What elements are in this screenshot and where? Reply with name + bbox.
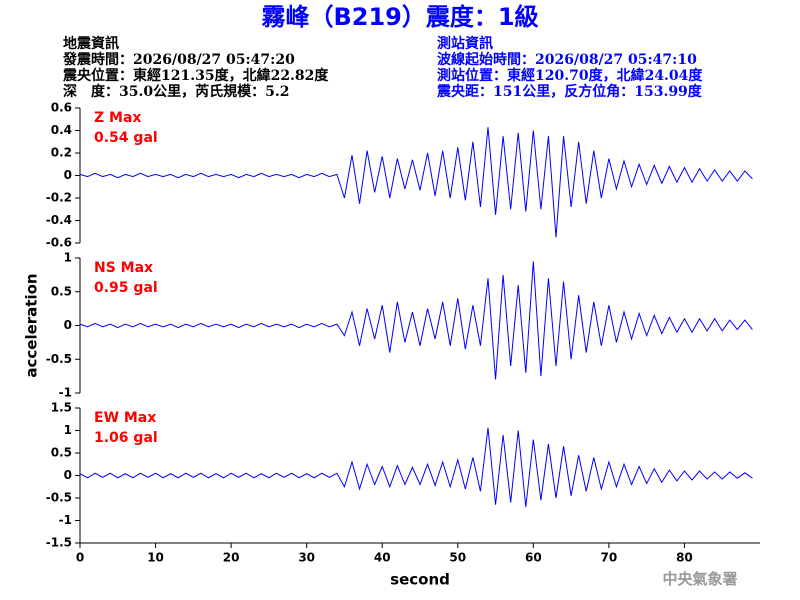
x-tick-label: 40	[374, 551, 391, 565]
info-line: 地震資訊	[63, 35, 119, 52]
y-tick-label: 0	[64, 168, 72, 182]
y-tick-label: 1.5	[51, 401, 72, 415]
y-tick-label: -0.5	[46, 491, 72, 505]
y-axis-label: acceleration	[23, 273, 41, 377]
info-line: 測站位置：東經120.70度，北緯24.04度	[437, 67, 703, 84]
y-tick-label: 0	[64, 318, 72, 332]
waveform	[79, 261, 753, 380]
x-tick-label: 80	[676, 551, 693, 565]
y-tick-label: -1	[59, 386, 72, 400]
y-tick-label: -1	[59, 513, 72, 527]
annotation: EW Max	[94, 410, 156, 426]
y-tick-label: -0.5	[46, 352, 72, 366]
info-line: 震央距：151公里，反方位角：153.99度	[436, 83, 703, 100]
x-tick-label: 10	[147, 551, 164, 565]
info-line: 深 度：35.0公里，芮氏規模：5.2	[63, 83, 289, 100]
waveform	[79, 427, 753, 508]
info-line: 震央位置：東經121.35度，北緯22.82度	[62, 67, 329, 84]
x-tick-label: 30	[298, 551, 315, 565]
y-tick-label: -1.5	[46, 536, 72, 550]
watermark: 中央氣象署	[662, 570, 737, 588]
x-tick-label: 20	[223, 551, 240, 565]
y-tick-label: 0.5	[51, 446, 72, 460]
chart-title: 霧峰（B219）震度：1級	[261, 3, 538, 31]
x-tick-label: 60	[525, 551, 542, 565]
info-line: 測站資訊	[437, 35, 493, 52]
annotation: Z Max	[94, 110, 141, 126]
y-tick-label: -0.4	[46, 213, 72, 227]
y-tick-label: 0.4	[51, 123, 72, 137]
y-tick-label: 0.2	[51, 146, 72, 160]
info-line: 發震時間：2026/08/27 05:47:20	[62, 51, 295, 68]
annotation: 0.95 gal	[94, 280, 158, 296]
x-tick-label: 0	[76, 551, 84, 565]
annotation: 1.06 gal	[94, 430, 158, 446]
y-tick-label: -0.2	[46, 191, 72, 205]
x-axis-label: second	[390, 571, 450, 589]
annotation: 0.54 gal	[94, 130, 158, 146]
waveform	[79, 127, 753, 238]
annotation: NS Max	[94, 260, 153, 276]
y-tick-label: -0.6	[46, 236, 72, 250]
y-tick-label: 0.5	[51, 284, 72, 298]
y-tick-label: 1	[64, 423, 72, 437]
y-tick-label: 0.6	[51, 101, 72, 115]
info-line: 波線起始時間：2026/08/27 05:47:10	[437, 51, 697, 68]
y-tick-label: 1	[64, 251, 72, 265]
x-tick-label: 70	[601, 551, 618, 565]
x-tick-label: 50	[449, 551, 466, 565]
y-tick-label: 0	[64, 468, 72, 482]
